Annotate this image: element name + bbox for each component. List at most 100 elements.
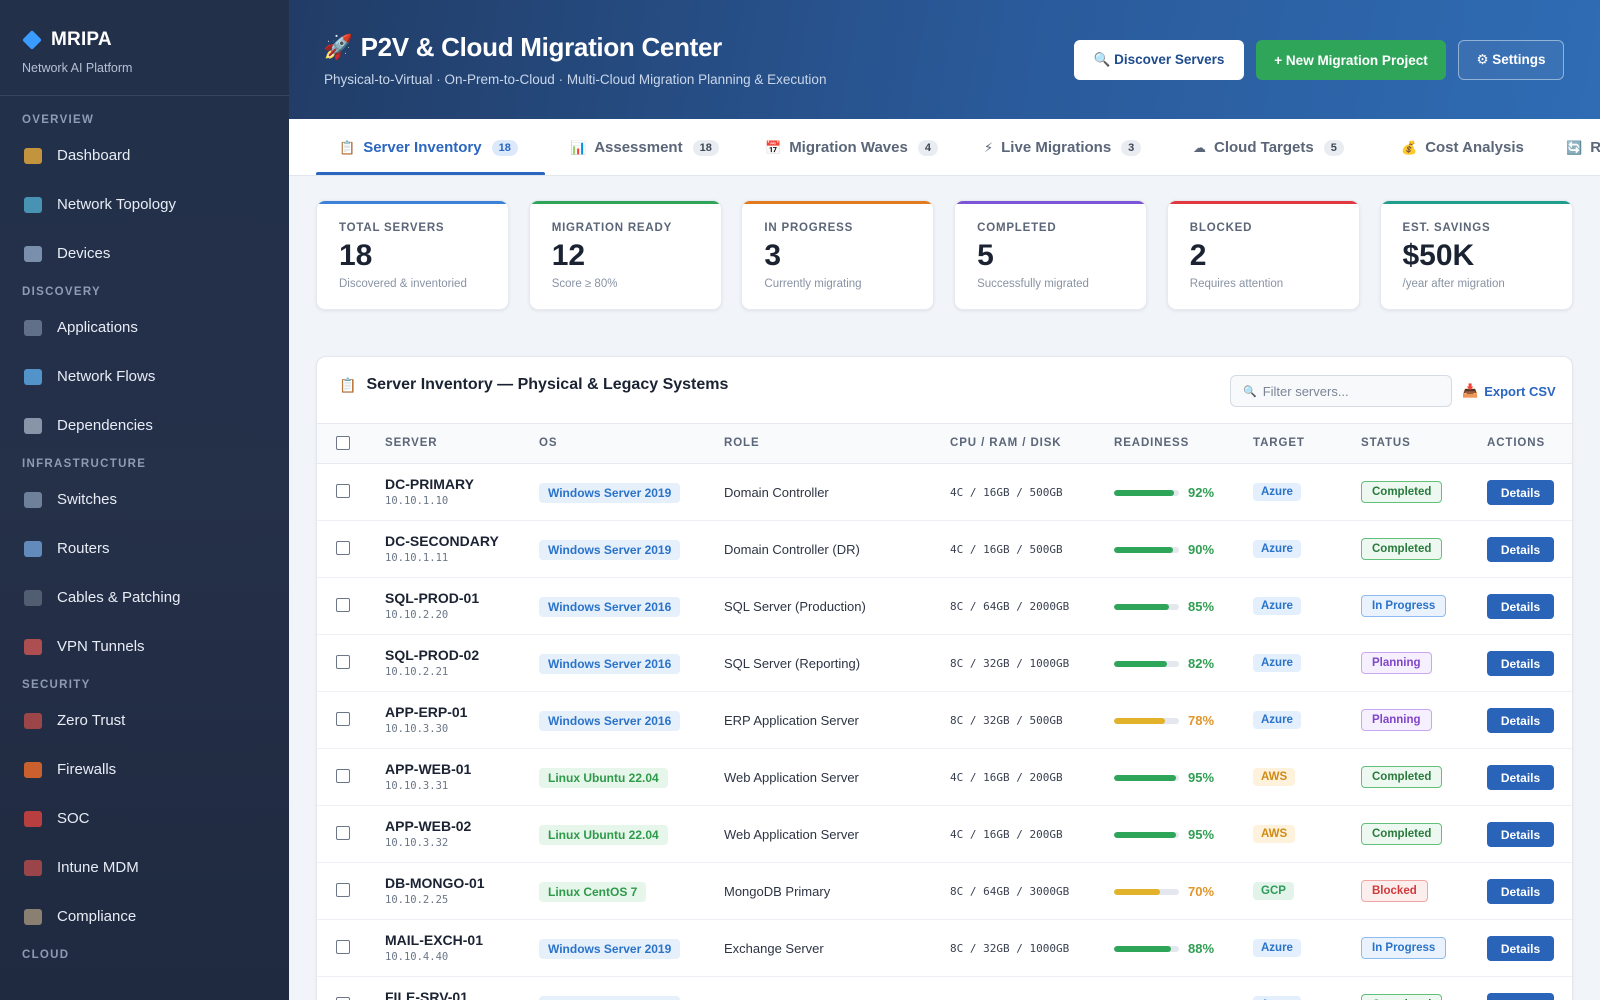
row-checkbox[interactable] bbox=[336, 826, 350, 840]
tab-server-inventory[interactable]: 📋 Server Inventory 18 bbox=[339, 119, 518, 175]
settings-button[interactable]: ⚙ Settings bbox=[1458, 40, 1564, 80]
details-button[interactable]: Details bbox=[1487, 765, 1554, 790]
server-name[interactable]: APP-ERP-01 bbox=[385, 704, 468, 720]
server-name[interactable]: SQL-PROD-01 bbox=[385, 590, 480, 606]
sidebar-section-label: SECURITY bbox=[22, 679, 91, 691]
details-button[interactable]: Details bbox=[1487, 480, 1554, 505]
row-checkbox[interactable] bbox=[336, 484, 350, 498]
server-name[interactable]: APP-WEB-02 bbox=[385, 818, 472, 834]
sidebar-item-applications[interactable]: Applications bbox=[0, 303, 289, 352]
row-checkbox[interactable] bbox=[336, 940, 350, 954]
new-migration-project-button[interactable]: + New Migration Project bbox=[1256, 40, 1446, 80]
server-name[interactable]: APP-WEB-01 bbox=[385, 761, 472, 777]
server-name[interactable]: FILE-SRV-01 bbox=[385, 989, 468, 1000]
details-button[interactable]: Details bbox=[1487, 594, 1554, 619]
sidebar-item-vpn-tunnels[interactable]: VPN Tunnels bbox=[0, 622, 289, 671]
diamond-logo-icon bbox=[22, 30, 42, 50]
row-checkbox[interactable] bbox=[336, 769, 350, 783]
readiness-bar bbox=[1114, 718, 1179, 724]
export-csv-button[interactable]: 📥 Export CSV bbox=[1462, 383, 1556, 399]
card-accent bbox=[529, 201, 721, 204]
stat-label: BLOCKED bbox=[1189, 222, 1253, 234]
details-button[interactable]: Details bbox=[1487, 822, 1554, 847]
server-name[interactable]: DB-MONGO-01 bbox=[385, 875, 485, 891]
row-checkbox[interactable] bbox=[336, 997, 350, 1000]
server-name[interactable]: MAIL-EXCH-01 bbox=[385, 932, 484, 948]
column-header-readiness[interactable]: READINESS bbox=[1114, 437, 1190, 449]
readiness-bar-fill bbox=[1114, 490, 1174, 496]
status-badge: Completed bbox=[1361, 766, 1443, 788]
column-header-cpu-ram-disk[interactable]: CPU / RAM / DISK bbox=[950, 437, 1062, 449]
rocket-icon: 🚀 bbox=[323, 34, 353, 61]
sidebar-item-dependencies[interactable]: Dependencies bbox=[0, 401, 289, 450]
readiness-bar bbox=[1114, 547, 1179, 553]
sidebar-item-soc[interactable]: SOC bbox=[0, 794, 289, 843]
details-button[interactable]: Details bbox=[1487, 936, 1554, 961]
sidebar-item-network-flows[interactable]: Network Flows bbox=[0, 352, 289, 401]
sidebar-item-label: Dashboard bbox=[57, 147, 131, 164]
status-badge: Planning bbox=[1361, 709, 1432, 731]
stat-card-migration-ready: MIGRATION READY 12 Score ≥ 80% bbox=[528, 200, 722, 310]
tab-migration-waves[interactable]: 📅 Migration Waves 4 bbox=[765, 119, 938, 175]
column-header-server[interactable]: SERVER bbox=[385, 437, 438, 449]
sidebar-item-zero-trust[interactable]: Zero Trust bbox=[0, 696, 289, 745]
readiness-percent: 95% bbox=[1188, 827, 1215, 842]
tab-label: Server Inventory bbox=[363, 139, 482, 156]
status-badge: Planning bbox=[1361, 652, 1432, 674]
filter-servers-input[interactable]: 🔍 Filter servers... bbox=[1230, 375, 1452, 407]
sidebar-item-label: Network Flows bbox=[57, 368, 156, 385]
stat-label: IN PROGRESS bbox=[764, 222, 854, 234]
tab-count-badge: 18 bbox=[692, 139, 719, 156]
tab-icon: 🔄 bbox=[1566, 139, 1583, 155]
table-row: MAIL-EXCH-01 10.10.4.40 Windows Server 201… bbox=[317, 920, 1572, 977]
server-cell: DC-PRIMARY 10.10.1.10 bbox=[385, 476, 474, 507]
target-badge: Azure bbox=[1253, 711, 1301, 729]
server-name[interactable]: SQL-PROD-02 bbox=[385, 647, 480, 663]
table-body: DC-PRIMARY 10.10.1.10 Windows Server 2019 D… bbox=[317, 464, 1572, 1000]
plug-icon bbox=[24, 589, 42, 606]
sidebar-item-dashboard[interactable]: Dashboard bbox=[0, 131, 289, 180]
tab-assessment[interactable]: 📊 Assessment 18 bbox=[570, 119, 719, 175]
server-name[interactable]: DC-PRIMARY bbox=[385, 476, 474, 492]
tab-icon: 📋 bbox=[339, 139, 356, 155]
os-badge: Windows Server 2019 bbox=[539, 540, 681, 560]
column-header-target[interactable]: TARGET bbox=[1253, 437, 1305, 449]
sidebar-item-label: Network Topology bbox=[57, 196, 176, 213]
column-header-actions[interactable]: ACTIONS bbox=[1487, 437, 1546, 449]
table-row: APP-ERP-01 10.10.3.30 Windows Server 2016 E… bbox=[317, 692, 1572, 749]
details-button[interactable]: Details bbox=[1487, 879, 1554, 904]
details-button[interactable]: Details bbox=[1487, 651, 1554, 676]
select-all-checkbox[interactable] bbox=[336, 436, 350, 450]
stat-value: $50K bbox=[1402, 239, 1475, 272]
details-button[interactable]: Details bbox=[1487, 537, 1554, 562]
sidebar-item-routers[interactable]: Routers bbox=[0, 524, 289, 573]
stat-subtext: Discovered & inventoried bbox=[339, 278, 467, 290]
column-header-status[interactable]: STATUS bbox=[1361, 437, 1411, 449]
tab-live-migrations[interactable]: ⚡ Live Migrations 3 bbox=[984, 119, 1142, 175]
sidebar-item-compliance[interactable]: Compliance bbox=[0, 892, 289, 941]
row-checkbox[interactable] bbox=[336, 712, 350, 726]
server-name[interactable]: DC-SECONDARY bbox=[385, 533, 499, 549]
tab-cost-analysis[interactable]: 💰 Cost Analysis bbox=[1401, 119, 1524, 175]
column-header-role[interactable]: ROLE bbox=[724, 437, 760, 449]
row-checkbox[interactable] bbox=[336, 883, 350, 897]
shuffle-icon bbox=[24, 491, 42, 508]
sidebar-item-cables-patching[interactable]: Cables & Patching bbox=[0, 573, 289, 622]
tab-re[interactable]: 🔄 Re bbox=[1566, 119, 1600, 175]
row-checkbox[interactable] bbox=[336, 541, 350, 555]
row-checkbox[interactable] bbox=[336, 598, 350, 612]
details-button[interactable]: Details bbox=[1487, 993, 1554, 1000]
row-checkbox[interactable] bbox=[336, 655, 350, 669]
sidebar-item-switches[interactable]: Switches bbox=[0, 475, 289, 524]
details-button[interactable]: Details bbox=[1487, 708, 1554, 733]
sidebar-item-firewalls[interactable]: Firewalls bbox=[0, 745, 289, 794]
sidebar-item-network-topology[interactable]: Network Topology bbox=[0, 180, 289, 229]
page-header: 🚀 P2V & Cloud Migration Center Physical-… bbox=[289, 0, 1600, 119]
discover-servers-button[interactable]: 🔍 Discover Servers bbox=[1074, 40, 1244, 80]
target-badge: Azure bbox=[1253, 540, 1301, 558]
sidebar-item-intune-mdm[interactable]: Intune MDM bbox=[0, 843, 289, 892]
tab-cloud-targets[interactable]: ☁ Cloud Targets 5 bbox=[1193, 119, 1344, 175]
sidebar-item-devices[interactable]: Devices bbox=[0, 229, 289, 278]
target-badge: Azure bbox=[1253, 483, 1301, 501]
column-header-os[interactable]: OS bbox=[539, 437, 558, 449]
